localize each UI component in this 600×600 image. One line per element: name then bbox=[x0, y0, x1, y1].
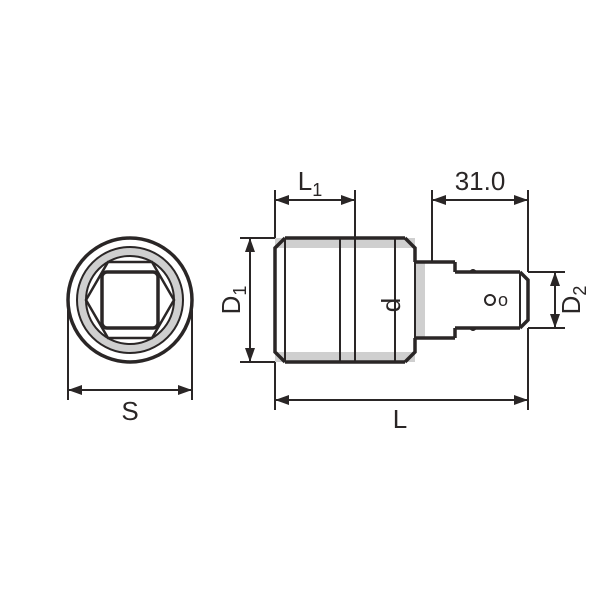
svg-text:D2: D2 bbox=[556, 286, 590, 315]
label-d: d bbox=[376, 298, 406, 312]
label-D1: D bbox=[216, 296, 246, 315]
svg-text:L1: L1 bbox=[298, 166, 322, 200]
dimension-31: 31.0 bbox=[432, 166, 528, 272]
dimension-D1: D1 bbox=[216, 238, 275, 362]
label-L1-sub: 1 bbox=[312, 180, 322, 200]
label-L1: L bbox=[298, 166, 312, 196]
front-view bbox=[68, 238, 192, 362]
label-31: 31.0 bbox=[455, 166, 506, 196]
label-D2-sub: 2 bbox=[570, 286, 590, 296]
side-view: d o bbox=[275, 238, 528, 362]
svg-text:D1: D1 bbox=[216, 286, 250, 315]
label-D1-sub: 1 bbox=[230, 286, 250, 296]
label-o: o bbox=[498, 290, 508, 310]
label-L: L bbox=[393, 404, 407, 434]
label-D2: D bbox=[556, 296, 586, 315]
dimension-D2: D2 bbox=[528, 272, 590, 328]
dimension-L: L bbox=[275, 328, 528, 434]
technical-drawing: S bbox=[0, 0, 600, 600]
label-S: S bbox=[121, 396, 138, 426]
dimension-L1: L1 bbox=[275, 166, 355, 238]
